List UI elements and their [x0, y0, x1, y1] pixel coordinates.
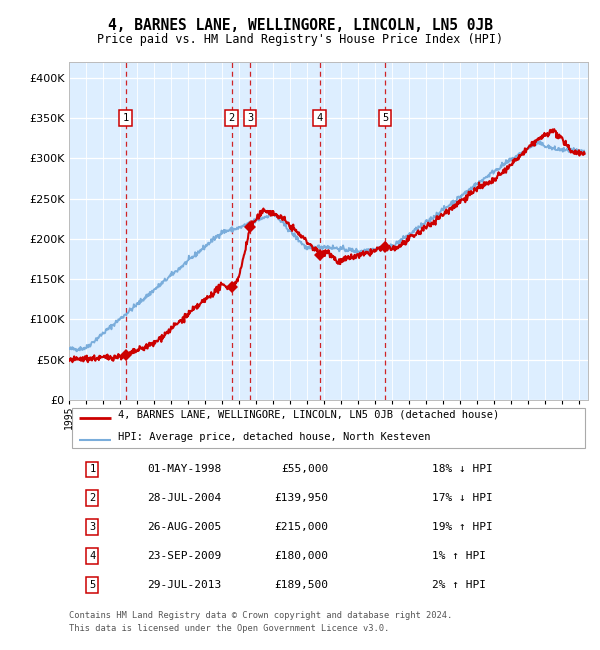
- Text: 1: 1: [89, 465, 95, 474]
- Text: 01-MAY-1998: 01-MAY-1998: [147, 465, 221, 474]
- Text: 4: 4: [317, 113, 323, 123]
- Text: Contains HM Land Registry data © Crown copyright and database right 2024.: Contains HM Land Registry data © Crown c…: [69, 611, 452, 620]
- Text: 2% ↑ HPI: 2% ↑ HPI: [432, 580, 486, 590]
- Text: 5: 5: [89, 580, 95, 590]
- Text: HPI: Average price, detached house, North Kesteven: HPI: Average price, detached house, Nort…: [118, 432, 431, 442]
- Text: 1: 1: [122, 113, 129, 123]
- Text: £139,950: £139,950: [275, 493, 329, 503]
- Text: 18% ↓ HPI: 18% ↓ HPI: [432, 465, 493, 474]
- Text: 3: 3: [89, 522, 95, 532]
- Text: 4, BARNES LANE, WELLINGORE, LINCOLN, LN5 0JB: 4, BARNES LANE, WELLINGORE, LINCOLN, LN5…: [107, 18, 493, 33]
- Text: 2: 2: [89, 493, 95, 503]
- Text: 5: 5: [382, 113, 388, 123]
- Text: 1% ↑ HPI: 1% ↑ HPI: [432, 551, 486, 561]
- Text: £189,500: £189,500: [275, 580, 329, 590]
- Text: 4, BARNES LANE, WELLINGORE, LINCOLN, LN5 0JB (detached house): 4, BARNES LANE, WELLINGORE, LINCOLN, LN5…: [118, 410, 500, 420]
- Text: 17% ↓ HPI: 17% ↓ HPI: [432, 493, 493, 503]
- Text: £180,000: £180,000: [275, 551, 329, 561]
- Text: 26-AUG-2005: 26-AUG-2005: [147, 522, 221, 532]
- FancyBboxPatch shape: [71, 408, 586, 448]
- Text: This data is licensed under the Open Government Licence v3.0.: This data is licensed under the Open Gov…: [69, 624, 389, 633]
- Text: 23-SEP-2009: 23-SEP-2009: [147, 551, 221, 561]
- Text: 4: 4: [89, 551, 95, 561]
- Text: 28-JUL-2004: 28-JUL-2004: [147, 493, 221, 503]
- Text: 29-JUL-2013: 29-JUL-2013: [147, 580, 221, 590]
- Text: 2: 2: [229, 113, 235, 123]
- Text: £215,000: £215,000: [275, 522, 329, 532]
- Text: 19% ↑ HPI: 19% ↑ HPI: [432, 522, 493, 532]
- Text: 3: 3: [247, 113, 253, 123]
- Text: Price paid vs. HM Land Registry's House Price Index (HPI): Price paid vs. HM Land Registry's House …: [97, 32, 503, 46]
- Text: £55,000: £55,000: [281, 465, 329, 474]
